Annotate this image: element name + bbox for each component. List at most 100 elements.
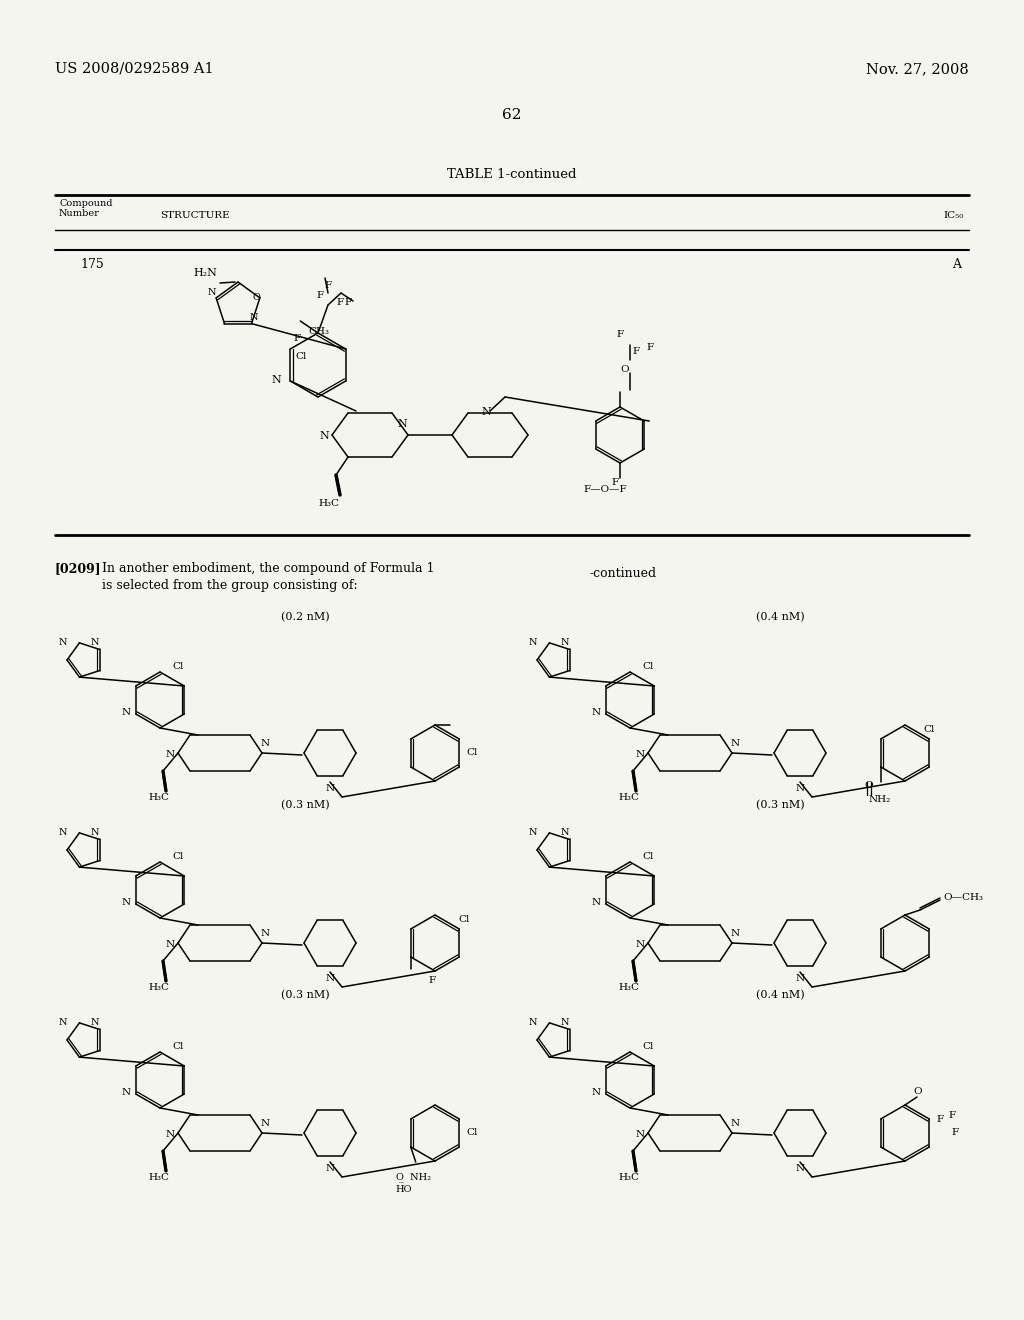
Text: Cl: Cl (642, 851, 653, 861)
Text: N: N (796, 1164, 805, 1173)
Text: N: N (58, 638, 68, 647)
Text: N: N (58, 1018, 68, 1027)
Text: Cl: Cl (458, 915, 469, 924)
Text: N: N (122, 708, 131, 717)
Text: (0.3 nM): (0.3 nM) (281, 800, 330, 810)
Text: N: N (91, 1018, 99, 1027)
Text: N: N (91, 638, 99, 647)
Text: F: F (948, 1111, 955, 1119)
Text: H₃C: H₃C (618, 983, 639, 993)
Text: N: N (271, 375, 281, 385)
Text: N: N (260, 929, 269, 939)
Text: N: N (730, 1119, 739, 1129)
Text: F: F (344, 298, 351, 308)
Text: N: N (528, 828, 538, 837)
Text: N: N (592, 1088, 600, 1097)
Text: Nov. 27, 2008: Nov. 27, 2008 (866, 62, 969, 77)
Text: Cl: Cl (466, 748, 477, 756)
Text: O—CH₃: O—CH₃ (943, 894, 983, 902)
Text: N: N (561, 828, 569, 837)
Text: Cl: Cl (172, 851, 183, 861)
Text: [0209]: [0209] (55, 562, 101, 576)
Text: N: N (636, 750, 644, 759)
Text: N: N (592, 898, 600, 907)
Text: STRUCTURE: STRUCTURE (160, 211, 229, 220)
Text: A: A (952, 257, 961, 271)
Text: 62: 62 (502, 108, 522, 121)
Text: is selected from the group consisting of:: is selected from the group consisting of… (102, 579, 357, 591)
Text: F: F (611, 478, 618, 487)
Text: Cl: Cl (642, 1041, 653, 1051)
Text: (0.4 nM): (0.4 nM) (756, 990, 804, 1001)
Text: H₃C: H₃C (618, 793, 639, 803)
Text: F: F (316, 290, 324, 300)
Text: N: N (326, 784, 335, 793)
Text: F—O—F: F—O—F (584, 484, 627, 494)
Text: N: N (561, 1018, 569, 1027)
Text: (0.2 nM): (0.2 nM) (281, 612, 330, 622)
Text: F: F (428, 975, 435, 985)
Text: H₃C: H₃C (148, 1173, 169, 1181)
Text: N: N (796, 974, 805, 983)
Text: N: N (636, 940, 644, 949)
Text: Cl: Cl (923, 725, 934, 734)
Text: N: N (166, 1130, 174, 1139)
Text: N: N (319, 432, 329, 441)
Text: N: N (91, 828, 99, 837)
Text: Cl: Cl (642, 663, 653, 671)
Text: F: F (633, 347, 640, 356)
Text: N: N (326, 974, 335, 983)
Text: IC₅₀: IC₅₀ (944, 211, 964, 220)
Text: N: N (730, 929, 739, 939)
Text: F: F (616, 330, 624, 339)
Text: Compound
Number: Compound Number (59, 199, 113, 218)
Text: Cl: Cl (172, 663, 183, 671)
Text: O: O (252, 293, 260, 302)
Text: N: N (561, 638, 569, 647)
Text: N: N (208, 288, 216, 297)
Text: Cl: Cl (295, 352, 306, 360)
Text: 175: 175 (80, 257, 103, 271)
Text: F: F (936, 1115, 943, 1125)
Text: N: N (636, 1130, 644, 1139)
Text: H₃C: H₃C (318, 499, 339, 508)
Text: F: F (951, 1129, 958, 1137)
Text: N: N (260, 1119, 269, 1129)
Text: N: N (481, 407, 490, 417)
Text: H₃C: H₃C (148, 793, 169, 803)
Text: O: O (621, 366, 630, 374)
Text: Cl: Cl (172, 1041, 183, 1051)
Text: N: N (166, 750, 174, 759)
Text: US 2008/0292589 A1: US 2008/0292589 A1 (55, 62, 214, 77)
Text: H₃C: H₃C (618, 1173, 639, 1181)
Text: N: N (122, 898, 131, 907)
Text: O: O (913, 1086, 922, 1096)
Text: (0.3 nM): (0.3 nM) (756, 800, 804, 810)
Text: F: F (646, 343, 653, 352)
Text: N: N (326, 1164, 335, 1173)
Text: O̲  NH₂: O̲ NH₂ (395, 1172, 431, 1181)
Text: N: N (528, 638, 538, 647)
Text: F: F (336, 298, 343, 308)
Text: O: O (864, 781, 873, 789)
Text: H₃C: H₃C (148, 983, 169, 993)
Text: In another embodiment, the compound of Formula 1: In another embodiment, the compound of F… (102, 562, 434, 576)
Text: N: N (58, 828, 68, 837)
Text: CH₃: CH₃ (308, 327, 330, 337)
Text: N: N (260, 739, 269, 748)
Text: N: N (730, 739, 739, 748)
Text: (0.3 nM): (0.3 nM) (281, 990, 330, 1001)
Text: -continued: -continued (590, 568, 657, 579)
Text: N: N (166, 940, 174, 949)
Text: N: N (122, 1088, 131, 1097)
Text: (0.4 nM): (0.4 nM) (756, 612, 804, 622)
Text: N: N (397, 418, 407, 429)
Text: N: N (592, 708, 600, 717)
Text: N: N (796, 784, 805, 793)
Text: NH₂: NH₂ (868, 795, 891, 804)
Text: HO: HO (395, 1185, 413, 1195)
Text: Cl: Cl (466, 1129, 477, 1137)
Text: N: N (250, 313, 258, 322)
Text: TABLE 1-continued: TABLE 1-continued (447, 168, 577, 181)
Text: F: F (293, 334, 300, 343)
